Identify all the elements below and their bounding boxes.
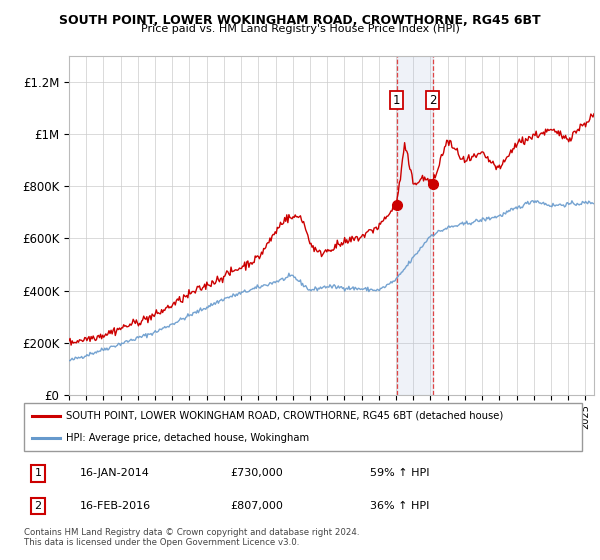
Text: SOUTH POINT, LOWER WOKINGHAM ROAD, CROWTHORNE, RG45 6BT: SOUTH POINT, LOWER WOKINGHAM ROAD, CROWT… [59, 14, 541, 27]
Text: 2: 2 [429, 94, 436, 106]
Text: Contains HM Land Registry data © Crown copyright and database right 2024.
This d: Contains HM Land Registry data © Crown c… [24, 528, 359, 547]
Text: Price paid vs. HM Land Registry's House Price Index (HPI): Price paid vs. HM Land Registry's House … [140, 24, 460, 34]
Bar [397, 56, 433, 395]
Text: 1: 1 [34, 468, 41, 478]
Text: 16-FEB-2016: 16-FEB-2016 [80, 501, 151, 511]
Text: £807,000: £807,000 [230, 501, 283, 511]
Text: 59% ↑ HPI: 59% ↑ HPI [370, 468, 430, 478]
Text: 2: 2 [34, 501, 41, 511]
Text: 1: 1 [393, 94, 400, 106]
Text: £730,000: £730,000 [230, 468, 283, 478]
Text: 16-JAN-2014: 16-JAN-2014 [80, 468, 149, 478]
Text: HPI: Average price, detached house, Wokingham: HPI: Average price, detached house, Woki… [66, 433, 309, 444]
FancyBboxPatch shape [24, 403, 582, 451]
Text: 36% ↑ HPI: 36% ↑ HPI [370, 501, 430, 511]
Text: SOUTH POINT, LOWER WOKINGHAM ROAD, CROWTHORNE, RG45 6BT (detached house): SOUTH POINT, LOWER WOKINGHAM ROAD, CROWT… [66, 410, 503, 421]
